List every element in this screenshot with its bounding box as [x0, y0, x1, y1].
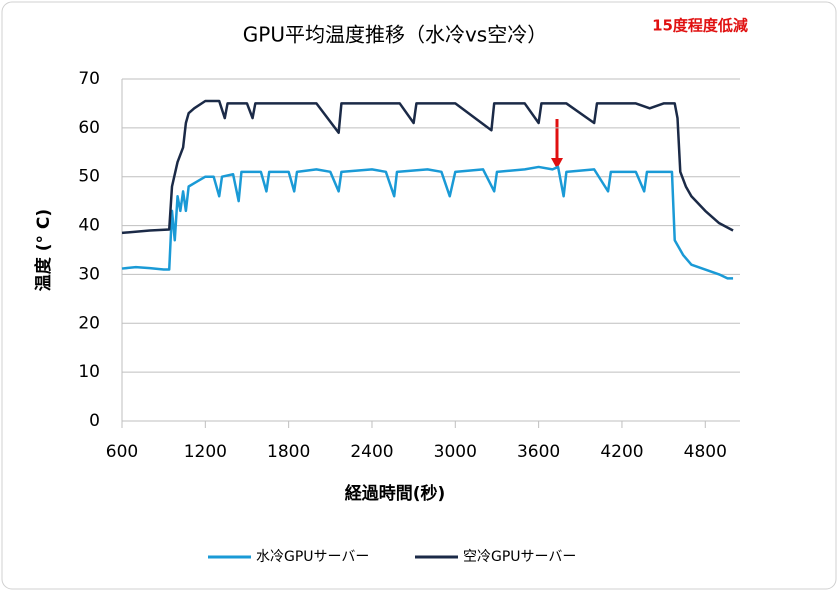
y-tick-label: 70: [78, 69, 100, 89]
x-tick-label: 4200: [600, 442, 643, 462]
x-tick-label: 3000: [434, 442, 477, 462]
legend-label: 水冷GPUサーバー: [256, 549, 369, 565]
x-tick-label: 3600: [517, 442, 560, 462]
series-line: [121, 99, 734, 235]
y-tick-label: 30: [78, 264, 100, 284]
y-tick-label: 50: [78, 167, 100, 187]
x-axis-label: 経過時間(秒): [345, 483, 446, 504]
x-tick-label: 2400: [350, 442, 393, 462]
y-tick-label: 20: [78, 313, 100, 333]
y-axis-label: 温度 (° C): [33, 209, 54, 291]
annotation: 15度程度低減: [652, 17, 748, 35]
y-tick-label: 10: [78, 362, 100, 382]
x-tick-label: 600: [106, 442, 138, 462]
arrow-head: [551, 158, 563, 169]
series-line: [121, 165, 734, 280]
legend-label: 空冷GPUサーバー: [463, 549, 576, 565]
x-tick-label: 1200: [184, 442, 227, 462]
y-tick-label: 60: [78, 118, 100, 138]
x-tick-label: 4800: [684, 442, 727, 462]
y-tick-label: 40: [78, 216, 100, 236]
y-tick-label: 0: [89, 411, 100, 431]
chart-title: GPU平均温度推移（水冷vs空冷）: [243, 23, 547, 47]
x-tick-label: 1800: [267, 442, 310, 462]
